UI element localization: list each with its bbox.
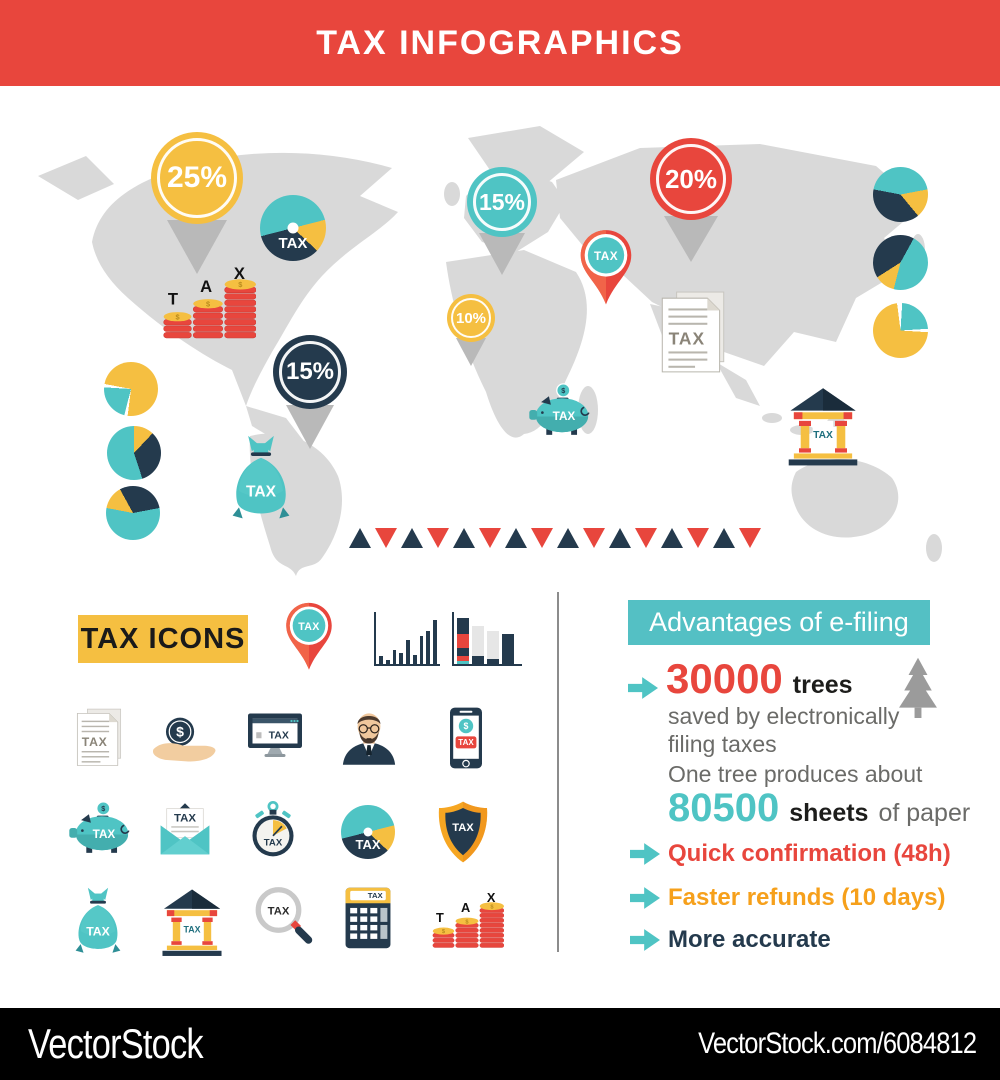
- page-title: TAX INFOGRAPHICS: [316, 23, 684, 62]
- piggy-bank-icon: [68, 800, 136, 856]
- money-bag-icon: [72, 886, 124, 956]
- tax-icons-heading-label: TAX ICONS: [80, 622, 246, 655]
- percentage-pin-15-teal: 15%: [467, 167, 537, 275]
- advantages-heading-label: Advantages of e-filing: [649, 607, 909, 637]
- sheets-suffix: of paper: [878, 799, 971, 827]
- pie-tax-label: TAX: [355, 837, 381, 852]
- tax-coins-icon: [160, 262, 256, 340]
- divider-triangle-down: [739, 528, 761, 548]
- divider-triangle-down: [531, 528, 553, 548]
- header-banner: TAX INFOGRAPHICS: [0, 0, 1000, 86]
- piggy-bank-icon: [528, 382, 596, 438]
- divider-triangle-up: [401, 528, 423, 548]
- divider-triangle-down: [687, 528, 709, 548]
- section-divider: [557, 592, 559, 952]
- hand-coin-icon: [150, 716, 220, 764]
- divider-triangle-down: [635, 528, 657, 548]
- bullet-arrow-icon: [630, 887, 660, 909]
- tax-icons-heading: TAX ICONS: [78, 615, 248, 663]
- pie-chart-left-2: [107, 426, 161, 480]
- computer-tax-icon: [245, 710, 305, 762]
- divider-triangle-down: [583, 528, 605, 548]
- divider-triangle-up: [661, 528, 683, 548]
- divider-triangle-down: [427, 528, 449, 548]
- sheets-number: 80500: [668, 786, 780, 830]
- tax-calculator-icon: [344, 886, 392, 950]
- tax-search-magnifier-icon: [253, 886, 313, 946]
- vectorstock-reference: VectorStock.com/6084812: [697, 1027, 977, 1060]
- bank-building-icon: [161, 888, 223, 956]
- percentage-pin-15-dark: 15%: [273, 335, 347, 449]
- divider-triangle-up: [557, 528, 579, 548]
- pin-pointer: [167, 220, 227, 274]
- divider-triangle-up: [713, 528, 735, 548]
- tax-pie-badge: TAX: [260, 195, 326, 261]
- divider-triangle-down: [479, 528, 501, 548]
- percentage-pin-25: 25%: [151, 132, 243, 274]
- sheets-stat: 80500 sheets of paper: [668, 786, 970, 831]
- triangle-divider: [347, 528, 763, 548]
- percentage-pin-10: 10%: [447, 294, 495, 366]
- trees-unit: trees: [792, 671, 853, 699]
- pie-chart-right-2: [873, 235, 928, 290]
- tax-map-pin-icon: [576, 228, 636, 308]
- trees-desc-line2: filing taxes: [668, 731, 777, 757]
- pin-label: 20%: [664, 163, 718, 194]
- tax-coins-icon: [430, 888, 504, 950]
- advantages-heading: Advantages of e-filing: [628, 600, 930, 645]
- divider-triangle-up: [349, 528, 371, 548]
- bullet-quick-confirmation: Quick confirmation (48h): [668, 840, 951, 867]
- bullet-arrow-icon: [628, 677, 658, 699]
- bullet-more-accurate: More accurate: [668, 926, 831, 953]
- pin-pointer: [456, 338, 486, 366]
- tax-pie-icon: TAX: [341, 805, 395, 859]
- tax-pin-icon: [282, 600, 336, 674]
- pin-pointer: [664, 216, 718, 262]
- pin-label: 10%: [455, 309, 487, 327]
- mobile-tax-icon: [448, 706, 484, 770]
- pie-chart-left-1: [104, 362, 158, 416]
- tax-advisor-icon: [338, 708, 400, 766]
- mini-stacked-chart: [452, 612, 522, 666]
- sheets-unit: sheets: [789, 799, 869, 827]
- bullet-arrow-icon: [630, 843, 660, 865]
- tax-deadline-stopwatch-icon: [247, 794, 299, 864]
- world-map-section: 25% 15% 20% 15% 10% TAX: [0, 100, 1000, 580]
- tax-document-icon: [73, 707, 125, 769]
- divider-triangle-up: [505, 528, 527, 548]
- percentage-pin-20: 20%: [650, 138, 732, 262]
- money-bag-icon: [228, 430, 294, 526]
- divider-triangle-up: [609, 528, 631, 548]
- sheets-intro: One tree produces about: [668, 761, 923, 787]
- pin-pointer: [479, 233, 525, 275]
- pie-chart-right-1: [873, 167, 928, 222]
- trees-stat: 30000 trees: [666, 655, 853, 703]
- trees-number: 30000: [666, 655, 783, 702]
- pie-tax-label: TAX: [278, 235, 308, 252]
- pie-center-dot: [363, 827, 373, 837]
- pie-chart-right-3: [873, 303, 928, 358]
- tax-envelope-icon: [156, 802, 214, 858]
- vectorstock-logo: VectorStock: [28, 1020, 204, 1067]
- tree-icon: [898, 656, 938, 718]
- pie-chart-left-3: [106, 486, 160, 540]
- divider-triangle-up: [453, 528, 475, 548]
- pie-center-dot: [287, 222, 299, 234]
- bullet-faster-refunds: Faster refunds (10 days): [668, 884, 946, 911]
- tax-shield-icon: [434, 800, 492, 864]
- divider-triangle-down: [375, 528, 397, 548]
- trees-desc-line1: saved by electronically: [668, 703, 900, 729]
- tax-document-icon: [656, 290, 730, 376]
- pin-label: 15%: [478, 188, 526, 215]
- pin-label: 15%: [285, 358, 335, 385]
- mini-bar-chart: [374, 612, 440, 666]
- pin-pointer: [286, 405, 334, 449]
- bullet-arrow-icon: [630, 929, 660, 951]
- watermark-footer: VectorStock VectorStock.com/6084812: [0, 1008, 1000, 1080]
- pin-label: 25%: [166, 161, 228, 194]
- bank-building-icon: [787, 384, 859, 468]
